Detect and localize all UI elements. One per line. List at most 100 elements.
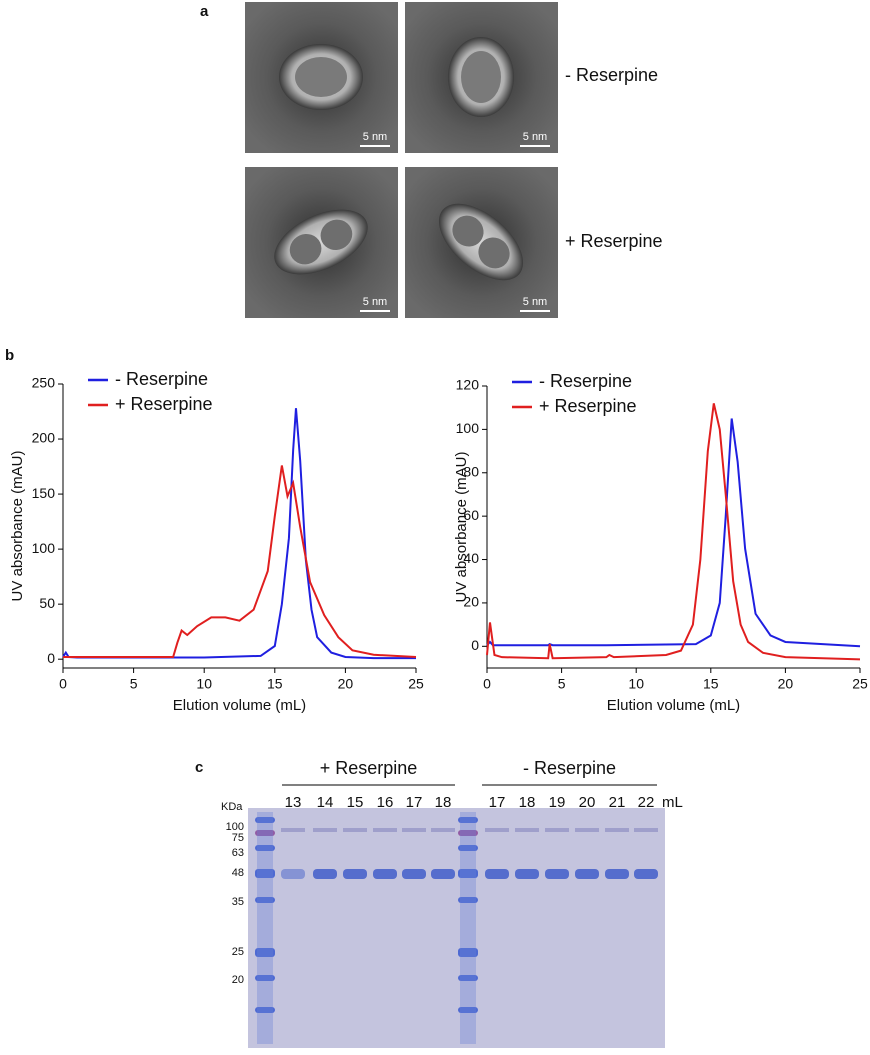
ladder-band [255, 1007, 275, 1013]
y-tick-label: 40 [463, 550, 479, 566]
y-axis-label: UV absorbance (mAU) [9, 451, 26, 602]
x-tick-label: 10 [196, 676, 212, 692]
panel-label: a [200, 3, 209, 20]
particle-core [478, 237, 510, 269]
particle [438, 203, 524, 281]
marker-label: 25 [232, 946, 244, 958]
ladder-band [255, 845, 275, 851]
y-tick-label: 50 [39, 595, 55, 611]
x-tick-label: 15 [267, 676, 283, 692]
marker-label: 20 [232, 974, 244, 986]
x-tick-label: 0 [59, 676, 67, 692]
marker-label: 48 [232, 867, 244, 879]
ladder-band [458, 845, 478, 851]
y-tick-label: 200 [32, 430, 56, 446]
particle-core [289, 234, 322, 265]
gel-band [485, 869, 509, 879]
marker-label: 100 [226, 821, 244, 833]
scale-bar-label: 5 nm [363, 296, 387, 308]
row-label: + Reserpine [565, 231, 663, 251]
x-tick-label: 0 [483, 676, 491, 692]
panel-label: c [195, 759, 203, 776]
x-tick-label: 10 [628, 676, 644, 692]
ladder-band [458, 830, 478, 836]
gel-band-faint [281, 828, 305, 832]
gel-band [402, 869, 426, 879]
ladder-band [458, 817, 478, 823]
gel-band [575, 869, 599, 879]
lane-label: 20 [579, 794, 596, 811]
gel-band [545, 869, 569, 879]
particle [274, 209, 368, 275]
scale-bar-label: 5 nm [523, 296, 547, 308]
lane-label: 15 [347, 794, 364, 811]
gel [248, 808, 665, 1048]
row-label: - Reserpine [565, 65, 658, 85]
x-tick-label: 5 [130, 676, 138, 692]
particle-core [295, 57, 347, 97]
particle-core [461, 51, 501, 103]
particle-core [320, 219, 353, 250]
y-tick-label: 100 [32, 540, 56, 556]
group-label: + Reserpine [320, 758, 418, 778]
lane-label: 13 [285, 794, 302, 811]
legend-label: - Reserpine [539, 371, 632, 391]
ladder-smear [257, 812, 273, 1044]
gel-band [431, 869, 455, 879]
y-axis-label: UV absorbance (mAU) [453, 452, 470, 603]
gel-band-faint [545, 828, 569, 832]
x-tick-label: 15 [703, 676, 719, 692]
ladder-band [255, 975, 275, 981]
lane-label: 18 [435, 794, 452, 811]
gel-band-faint [373, 828, 397, 832]
data-line [486, 418, 861, 648]
scale-bar-label: 5 nm [523, 131, 547, 143]
gel-band [515, 869, 539, 879]
ladder-smear [460, 812, 476, 1044]
lane-label: 17 [489, 794, 506, 811]
y-tick-label: 120 [456, 377, 480, 393]
x-axis-label: Elution volume (mL) [607, 697, 740, 714]
x-tick-label: 20 [338, 676, 354, 692]
ladder-band [458, 869, 478, 878]
lane-label: 18 [519, 794, 536, 811]
x-tick-label: 25 [408, 676, 424, 692]
particle-core [452, 215, 484, 247]
marker-label: 63 [232, 847, 244, 859]
gel-band-faint [575, 828, 599, 832]
data-line [486, 403, 861, 661]
ladder-band [255, 817, 275, 823]
group-label: - Reserpine [523, 758, 616, 778]
data-line [63, 465, 417, 658]
lane-label: 17 [406, 794, 423, 811]
lane-label: 21 [609, 794, 626, 811]
ladder-band [458, 897, 478, 903]
ladder-band [458, 948, 478, 957]
gel-band-faint [634, 828, 658, 832]
lane-label: 22 [638, 794, 655, 811]
ladder-band [255, 948, 275, 957]
gel-band [373, 869, 397, 879]
gel-band [281, 869, 305, 879]
marker-title: KDa [221, 801, 243, 813]
gel-band-faint [313, 828, 337, 832]
y-tick-label: 0 [47, 650, 55, 666]
gel-band-faint [402, 828, 426, 832]
gel-band-faint [605, 828, 629, 832]
gel-band [634, 869, 658, 879]
x-axis-label: Elution volume (mL) [173, 697, 306, 714]
gel-band-faint [485, 828, 509, 832]
lane-label: 19 [549, 794, 566, 811]
scale-bar-label: 5 nm [363, 131, 387, 143]
particle [448, 37, 514, 117]
gel-band [343, 869, 367, 879]
gel-band-faint [515, 828, 539, 832]
lane-label: 16 [377, 794, 394, 811]
ladder-band [255, 830, 275, 836]
y-tick-label: 60 [463, 507, 479, 523]
y-tick-label: 20 [463, 594, 479, 610]
panel-label: b [5, 347, 14, 364]
y-tick-label: 150 [32, 485, 56, 501]
particle [279, 44, 363, 110]
